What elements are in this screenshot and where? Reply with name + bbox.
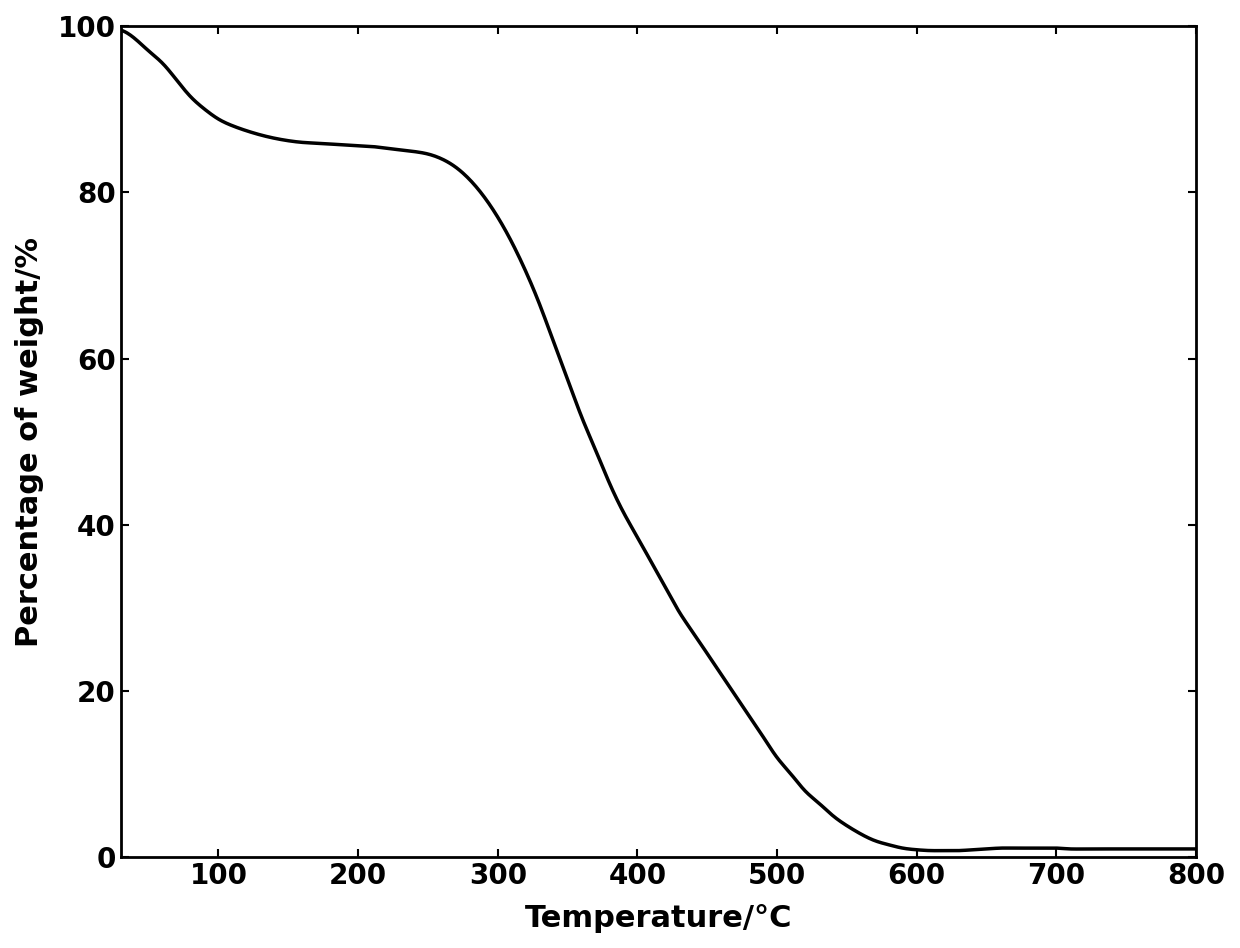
Y-axis label: Percentage of weight/%: Percentage of weight/%	[15, 237, 43, 647]
X-axis label: Temperature/°C: Temperature/°C	[525, 904, 792, 933]
